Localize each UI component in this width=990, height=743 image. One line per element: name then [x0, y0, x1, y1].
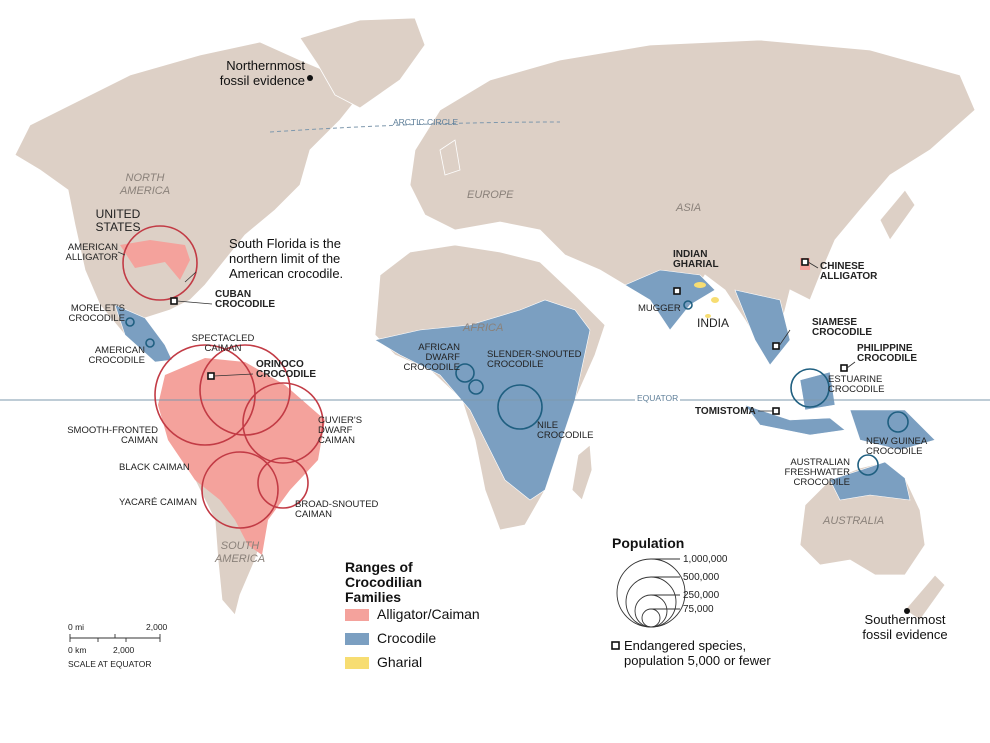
- scale-mi-value: 2,000: [146, 622, 168, 632]
- legend-item-gharial: Gharial: [345, 654, 422, 670]
- pop-size-75000: 75,000: [683, 604, 714, 615]
- alligator-population-circles: [122, 225, 324, 529]
- legend-label: Crocodile: [377, 630, 437, 646]
- arctic-circle-label: ARCTIC CIRCLE: [393, 117, 459, 127]
- scale-mi-zero: 0 mi: [68, 622, 85, 632]
- label-siamese-crocodile: SIAMESE CROCODILE: [812, 317, 872, 338]
- pop-size-250000: 250,000: [683, 590, 720, 601]
- country-india: INDIA: [697, 316, 730, 330]
- new-zealand: [904, 574, 946, 621]
- label-morelets-crocodile: MORELET'S CROCODILE: [68, 303, 125, 324]
- scale-caption: SCALE AT EQUATOR: [68, 659, 152, 669]
- gharial-ranges: [694, 282, 719, 318]
- north-fossil-dot: [307, 75, 313, 81]
- uk: [439, 139, 461, 176]
- label-australian-freshwater-crocodile: AUSTRALIAN FRESHWATER CROCODILE: [784, 457, 850, 488]
- label-cuviers-dwarf-caiman: CUVIER'S DWARF CAIMAN: [318, 415, 363, 446]
- label-black-caiman: BLACK CAIMAN: [119, 462, 190, 473]
- pop-size-500000: 500,000: [683, 572, 720, 583]
- label-spectacled-caiman: SPECTACLED CAIMAN: [191, 333, 255, 354]
- label-cuban-crocodile: CUBAN CROCODILE: [215, 289, 275, 310]
- label-nile-crocodile: NILE CROCODILE: [537, 420, 594, 441]
- legend-item-alligator: Alligator/Caiman: [345, 606, 480, 622]
- label-mugger: MUGGER: [638, 303, 681, 314]
- scale-bar: [69, 634, 161, 642]
- gharial-swatch: [345, 657, 369, 670]
- southernmost-fossil-note: Southernmost fossil evidence: [862, 612, 948, 642]
- label-american-crocodile: AMERICAN CROCODILE: [88, 345, 145, 366]
- label-chinese-alligator: CHINESE ALLIGATOR: [820, 261, 878, 282]
- equator-label: EQUATOR: [635, 393, 681, 403]
- south-fossil-dot: [904, 608, 910, 614]
- label-slender-snouted-crocodile: SLENDER-SNOUTED CROCODILE: [487, 349, 582, 370]
- country-united-states: UNITED STATES: [95, 207, 141, 234]
- crocodile-swatch: [345, 633, 369, 646]
- label-broad-snouted-caiman: BROAD-SNOUTED CAIMAN: [295, 499, 379, 520]
- japan: [879, 189, 916, 241]
- scale-km-value: 2,000: [113, 645, 135, 655]
- population-legend-circles: [616, 558, 686, 628]
- label-smooth-fronted-caiman: SMOOTH-FRONTED CAIMAN: [67, 425, 158, 446]
- label-indian-gharial: INDIAN GHARIAL: [673, 249, 719, 270]
- leader-lines: [117, 251, 856, 412]
- label-orinoco-crocodile: ORINOCO CROCODILE: [256, 359, 316, 380]
- northernmost-fossil-note: Northernmost fossil evidence: [219, 58, 305, 88]
- legend-label: Alligator/Caiman: [377, 606, 480, 622]
- madagascar: [571, 444, 593, 501]
- endangered-legend-marker: [611, 641, 620, 650]
- continent-north-america: NORTH AMERICA: [119, 172, 171, 197]
- continent-south-america: SOUTH AMERICA: [214, 540, 266, 565]
- label-new-guinea-crocodile: NEW GUINEA CROCODILE: [866, 436, 927, 457]
- scale-km-zero: 0 km: [68, 645, 87, 655]
- label-estuarine-crocodile: ESTUARINE CROCODILE: [828, 374, 885, 395]
- legend-label: Gharial: [377, 654, 423, 670]
- continent-australia: AUSTRALIA: [823, 515, 885, 527]
- legend-item-crocodile: Crocodile: [345, 630, 436, 646]
- continent-europe: EUROPE: [467, 189, 514, 201]
- label-american-alligator: AMERICAN ALLIGATOR: [65, 242, 118, 263]
- florida-note: South Florida is the northern limit of t…: [229, 236, 344, 281]
- pop-size-1000000: 1,000,000: [683, 554, 728, 565]
- population-title: Population: [612, 535, 685, 551]
- label-yacare-caiman: YACARÉ CAIMAN: [119, 497, 197, 508]
- alligator-swatch: [345, 609, 369, 622]
- greenland: [299, 17, 426, 109]
- arctic-circle-line: [269, 121, 561, 133]
- continent-asia: ASIA: [676, 202, 702, 214]
- label-tomistoma: TOMISTOMA: [695, 406, 756, 417]
- endangered-legend-text: Endangered species, population 5,000 or …: [624, 638, 771, 668]
- label-african-dwarf-crocodile: AFRICAN DWARF CROCODILE: [403, 342, 460, 373]
- legend-title: Ranges of Crocodilian Families: [345, 559, 423, 605]
- continent-africa: AFRICA: [463, 322, 504, 334]
- label-philippine-crocodile: PHILIPPINE CROCODILE: [857, 343, 917, 364]
- crocodile-population-circles: [125, 300, 909, 476]
